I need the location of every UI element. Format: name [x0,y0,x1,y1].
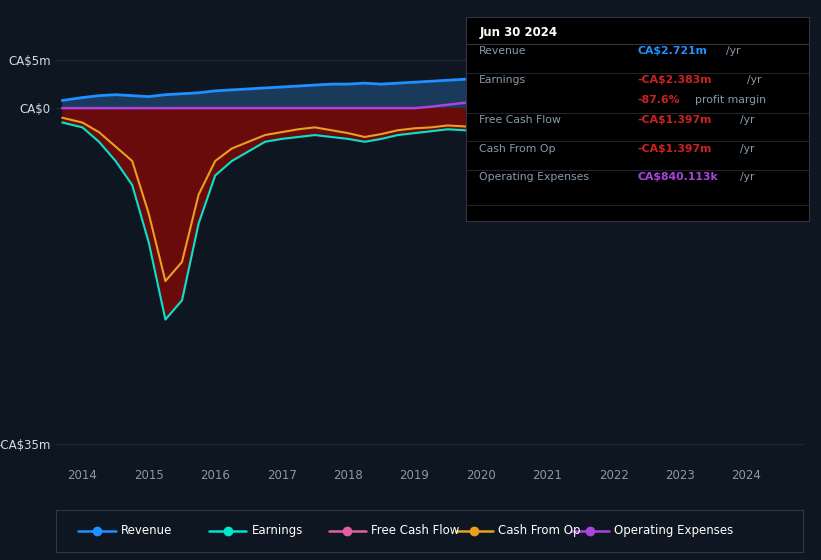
Text: Cash From Op: Cash From Op [498,524,580,537]
Text: Operating Expenses: Operating Expenses [614,524,733,537]
Text: Cash From Op: Cash From Op [479,143,556,153]
Text: -87.6%: -87.6% [637,96,680,105]
Text: CA$840.113k: CA$840.113k [637,172,718,182]
Text: profit margin: profit margin [695,96,767,105]
Text: /yr: /yr [740,115,754,125]
Text: -CA$2.383m: -CA$2.383m [637,75,712,85]
Text: Free Cash Flow: Free Cash Flow [371,524,460,537]
Text: Revenue: Revenue [479,46,527,57]
Text: /yr: /yr [740,143,754,153]
Text: /yr: /yr [747,75,761,85]
Text: Revenue: Revenue [121,524,172,537]
Text: Jun 30 2024: Jun 30 2024 [479,26,557,39]
Text: /yr: /yr [740,172,754,182]
Text: -CA$1.397m: -CA$1.397m [637,143,712,153]
Text: Earnings: Earnings [251,524,303,537]
Text: Free Cash Flow: Free Cash Flow [479,115,561,125]
Text: CA$2.721m: CA$2.721m [637,46,707,57]
Text: Earnings: Earnings [479,75,526,85]
Text: Operating Expenses: Operating Expenses [479,172,589,182]
Text: /yr: /yr [727,46,741,57]
Text: -CA$1.397m: -CA$1.397m [637,115,712,125]
